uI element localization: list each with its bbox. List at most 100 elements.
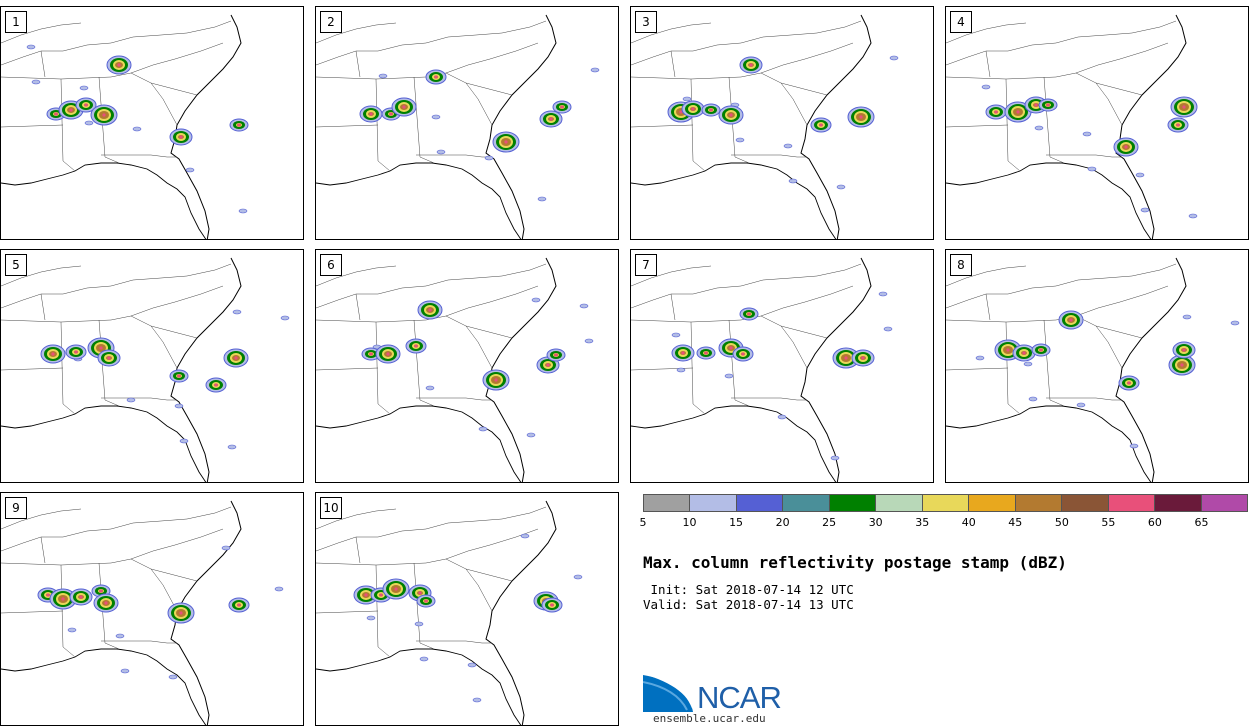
member-label: 2 xyxy=(320,11,342,33)
light-echo xyxy=(179,438,189,444)
light-echo xyxy=(472,697,482,703)
light-echo xyxy=(436,149,446,155)
light-echo xyxy=(676,367,686,373)
light-echo xyxy=(132,126,142,132)
light-echo xyxy=(526,432,536,438)
storm-cell xyxy=(361,347,381,361)
colorbar-segment xyxy=(922,495,970,511)
light-echo xyxy=(1140,207,1150,213)
light-echo xyxy=(788,178,798,184)
light-echo xyxy=(682,96,692,102)
storm-cell xyxy=(1167,117,1189,133)
colorbar-segment xyxy=(783,495,830,511)
colorbar-tick: 30 xyxy=(868,516,883,529)
member-label: 10 xyxy=(320,497,342,519)
colorbar-tick: 50 xyxy=(1054,516,1069,529)
plot-title: Max. column reflectivity postage stamp (… xyxy=(643,553,1067,572)
light-echo xyxy=(878,291,888,297)
reflectivity-map xyxy=(631,257,893,482)
storm-cell xyxy=(97,349,121,367)
member-panel-5: 5 xyxy=(0,249,304,483)
member-panel-2: 2 xyxy=(315,6,619,240)
colorbar-tick: 20 xyxy=(775,516,790,529)
light-echo xyxy=(1076,402,1086,408)
storm-cell xyxy=(229,118,249,132)
colorbar-segment xyxy=(1201,495,1248,511)
storm-cell xyxy=(75,97,97,113)
light-echo xyxy=(366,615,376,621)
colorbar-segment xyxy=(644,495,691,511)
storm-cell xyxy=(65,344,87,360)
light-echo xyxy=(975,355,985,361)
storm-cell xyxy=(169,128,193,146)
light-echo xyxy=(431,114,441,120)
light-echo xyxy=(425,385,435,391)
colorbar-segment xyxy=(690,495,737,511)
storm-cell xyxy=(810,117,832,133)
colorbar-segment xyxy=(829,495,877,511)
storm-cell xyxy=(1058,310,1084,330)
storm-cell xyxy=(106,55,132,75)
light-echo xyxy=(1135,172,1145,178)
colorbar-tick: 25 xyxy=(822,516,837,529)
colorbar-segment xyxy=(1155,495,1202,511)
colorbar-segment xyxy=(1062,495,1109,511)
light-echo xyxy=(115,633,125,639)
storm-cell xyxy=(718,105,744,125)
member-label: 5 xyxy=(5,254,27,276)
light-echo xyxy=(981,84,991,90)
site-url[interactable]: ensemble.ucar.edu xyxy=(653,712,766,725)
light-echo xyxy=(1188,213,1198,219)
storm-cell xyxy=(546,348,566,362)
storm-cell xyxy=(382,578,410,600)
storm-cell xyxy=(1031,343,1051,357)
reflectivity-map xyxy=(1,500,284,725)
member-label: 7 xyxy=(635,254,657,276)
member-panel-1: 1 xyxy=(0,6,304,240)
storm-cell xyxy=(732,346,754,362)
light-echo xyxy=(31,79,41,85)
storm-cell xyxy=(69,588,93,606)
storm-cell xyxy=(696,346,716,360)
reflectivity-map xyxy=(316,257,594,482)
storm-cell xyxy=(539,110,563,128)
light-echo xyxy=(584,338,594,344)
storm-cell xyxy=(93,593,119,613)
colorbar-tick: 40 xyxy=(961,516,976,529)
storm-cell xyxy=(1038,98,1058,112)
light-echo xyxy=(1082,131,1092,137)
light-echo xyxy=(889,55,899,61)
light-echo xyxy=(378,73,388,79)
storm-cell xyxy=(205,377,227,393)
storm-cell xyxy=(1012,344,1036,362)
colorbar-tick: 45 xyxy=(1008,516,1023,529)
light-echo xyxy=(274,586,284,592)
light-echo xyxy=(232,309,242,315)
reflectivity-map xyxy=(946,14,1198,239)
member-panel-9: 9 xyxy=(0,492,304,726)
light-echo xyxy=(1023,361,1033,367)
storm-cell xyxy=(671,344,695,362)
colorbar-segment xyxy=(1015,495,1063,511)
light-echo xyxy=(221,545,231,551)
member-label: 9 xyxy=(5,497,27,519)
storm-cell xyxy=(1170,96,1198,118)
colorbar-tick: 15 xyxy=(729,516,744,529)
reflectivity-map xyxy=(316,500,583,725)
colorbar-segment xyxy=(736,495,784,511)
light-echo xyxy=(120,668,130,674)
light-echo xyxy=(414,621,424,627)
member-panel-8: 8 xyxy=(945,249,1249,483)
reflectivity-colorbar xyxy=(643,494,1248,512)
light-echo xyxy=(537,196,547,202)
reflectivity-map xyxy=(631,14,899,239)
storm-cell xyxy=(90,104,118,126)
light-echo xyxy=(579,303,589,309)
light-echo xyxy=(484,155,494,161)
storm-cell xyxy=(1118,375,1140,391)
light-echo xyxy=(1182,314,1192,320)
reflectivity-map xyxy=(316,14,600,239)
member-panel-3: 3 xyxy=(630,6,934,240)
ncar-logo-text: NCAR xyxy=(697,680,782,715)
storm-cell xyxy=(482,369,510,391)
